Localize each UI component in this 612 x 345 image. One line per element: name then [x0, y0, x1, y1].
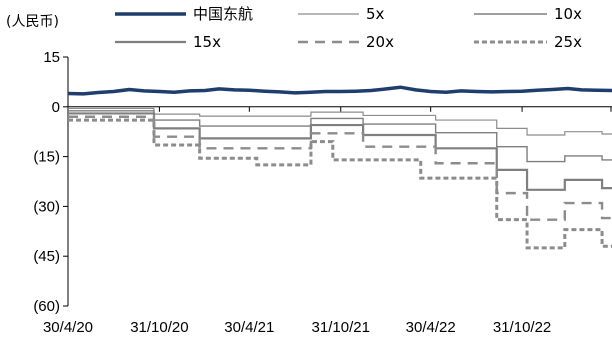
series-line-25x — [68, 118, 612, 250]
series-line-5x — [68, 107, 612, 136]
series-line-15x — [68, 112, 612, 191]
unit-label: (人民币) — [6, 14, 59, 30]
x-tick-label: 30/4/20 — [43, 319, 93, 336]
x-tick-label: 31/10/20 — [130, 319, 188, 336]
y-tick-label: 0 — [52, 99, 60, 116]
y-tick-label: (45) — [33, 248, 60, 265]
x-tick-label: 31/10/21 — [312, 319, 370, 336]
x-tick-label: 30/4/22 — [406, 319, 456, 336]
y-tick-label: 15 — [43, 49, 60, 66]
legend-label: 25x — [554, 33, 582, 51]
plot-area — [67, 85, 612, 250]
x-tick-label: 30/4/21 — [224, 319, 274, 336]
legend-label: 15x — [193, 33, 221, 51]
y-tick-label: (30) — [33, 198, 60, 215]
y-axis: 15 0 (15) (30) (45) (60) — [33, 49, 69, 315]
series-line-china-eastern — [67, 85, 612, 96]
series-line-20x — [68, 115, 612, 221]
y-tick-label: (60) — [33, 298, 60, 315]
legend-label: 20x — [366, 33, 394, 51]
legend-label: 10x — [554, 5, 582, 23]
legend-label: 5x — [366, 5, 385, 23]
legend-label: 中国东航 — [193, 5, 253, 23]
legend: 中国东航 5x 10x 15x 20x 25x — [115, 5, 582, 51]
x-axis: 30/4/20 31/10/20 30/4/21 31/10/21 30/4/22 31/… — [43, 106, 612, 336]
series-line-10x — [68, 110, 612, 163]
y-tick-label: (15) — [33, 149, 60, 166]
x-tick-label: 31/10/22 — [493, 319, 551, 336]
